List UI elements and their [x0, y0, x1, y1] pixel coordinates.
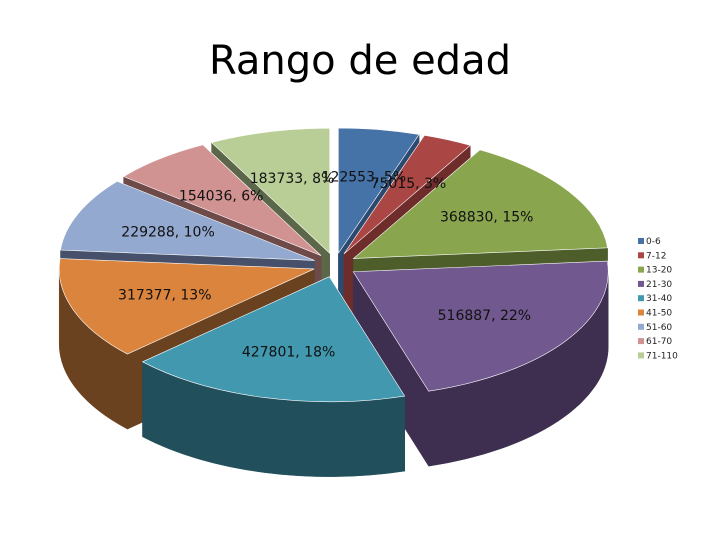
- legend-swatch-31-40: [638, 295, 644, 302]
- legend-swatch-61-70: [638, 338, 644, 345]
- legend-label-21-30: 21-30: [646, 280, 672, 290]
- data-label-21-30: 516887, 22%: [438, 308, 531, 324]
- data-label-51-60: 229288, 10%: [121, 224, 214, 240]
- data-label-0-6: 122553, 5%: [322, 170, 407, 186]
- slice-0-6: [338, 127, 420, 255]
- slice-41-50: [58, 258, 315, 355]
- legend-swatch-71-110: [638, 352, 644, 359]
- slice-61-70: [122, 144, 322, 256]
- legend-label-51-60: 51-60: [646, 323, 672, 333]
- slice-13-20: [352, 149, 608, 259]
- slice-21-30: [352, 260, 609, 392]
- data-label-7-12: 75015, 3%: [371, 176, 447, 192]
- legend-swatch-51-60: [638, 323, 644, 330]
- legend-swatch-7-12: [638, 252, 644, 259]
- legend-swatch-21-30: [638, 280, 644, 287]
- legend: 0-6 7-12 13-20 21-30 31-40 41-50 51-60 61-70 71-…: [638, 237, 678, 361]
- legend-swatch-0-6: [638, 238, 644, 244]
- slice-7-12: [343, 135, 471, 255]
- legend-swatch-13-20: [638, 266, 644, 273]
- data-label-31-40: 427801, 18%: [242, 345, 335, 361]
- legend-label-13-20: 13-20: [646, 266, 672, 276]
- chart-title: Rango de edad: [209, 38, 511, 84]
- legend-label-31-40: 31-40: [646, 294, 672, 304]
- legend-label-71-110: 71-110: [646, 351, 678, 361]
- slice-31-40: [141, 276, 406, 402]
- legend-label-61-70: 61-70: [646, 337, 672, 347]
- legend-label-41-50: 41-50: [646, 309, 672, 319]
- data-label-71-110: 183733, 8%: [250, 171, 335, 187]
- data-label-41-50: 317377, 13%: [118, 287, 211, 303]
- data-label-13-20: 368830, 15%: [440, 210, 533, 226]
- legend-label-7-12: 7-12: [646, 251, 666, 261]
- slice-71-110: [210, 127, 331, 254]
- slice-51-60: [60, 181, 315, 261]
- pie-tops: [58, 127, 609, 402]
- legend-label-0-6: 0-6: [646, 237, 661, 247]
- data-label-61-70: 154036, 6%: [179, 189, 264, 205]
- data-labels: 122553, 5%75015, 3% 368830, 15% 516887, 22…: [118, 170, 533, 361]
- legend-swatch-41-50: [638, 309, 644, 316]
